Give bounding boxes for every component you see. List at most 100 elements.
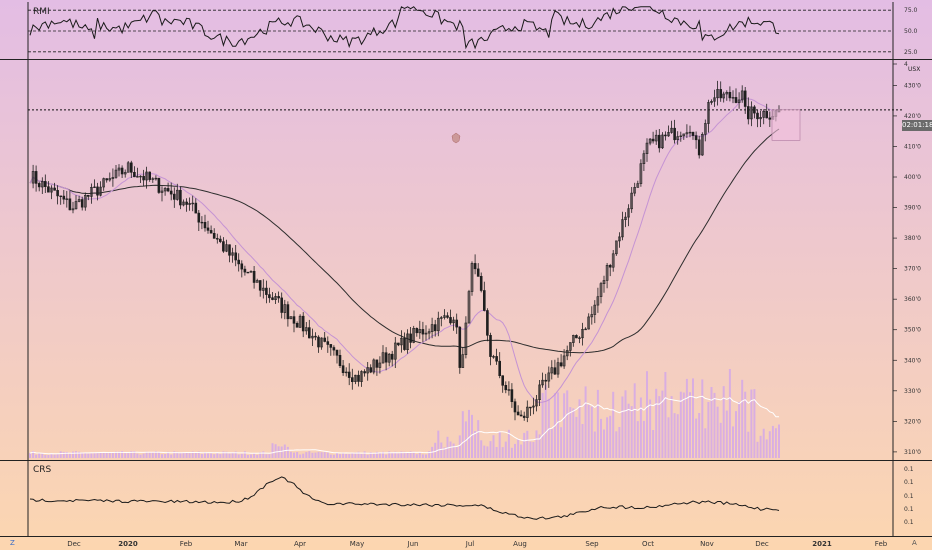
candle-body[interactable] — [323, 337, 327, 342]
candle-body[interactable] — [240, 263, 244, 270]
candle-body[interactable] — [354, 374, 357, 382]
candle-body[interactable] — [289, 316, 293, 320]
candle-body[interactable] — [188, 203, 191, 205]
candle-body[interactable] — [357, 374, 360, 382]
candle-body[interactable] — [630, 192, 634, 210]
candle-body[interactable] — [329, 344, 333, 348]
candle-body[interactable] — [575, 335, 578, 339]
candle-body[interactable] — [160, 190, 164, 193]
candle-body[interactable] — [645, 142, 649, 155]
candle-body[interactable] — [768, 117, 772, 120]
candle-body[interactable] — [452, 319, 455, 324]
candle-body[interactable] — [562, 355, 566, 367]
candle-body[interactable] — [541, 379, 544, 386]
candle-body[interactable] — [182, 201, 185, 206]
candle-body[interactable] — [166, 188, 170, 192]
candle-body[interactable] — [479, 275, 483, 291]
candle-body[interactable] — [268, 294, 271, 299]
candle-body[interactable] — [384, 352, 388, 363]
candle-body[interactable] — [87, 195, 90, 197]
auto-scale-button[interactable]: A — [912, 539, 917, 547]
candle-body[interactable] — [498, 360, 502, 377]
candle-body[interactable] — [648, 138, 652, 144]
candle-body[interactable] — [350, 377, 354, 383]
candle-body[interactable] — [642, 153, 646, 164]
candle-body[interactable] — [439, 317, 443, 319]
candle-body[interactable] — [667, 132, 670, 137]
candle-body[interactable] — [605, 264, 609, 281]
candle-body[interactable] — [212, 233, 216, 239]
candle-body[interactable] — [725, 92, 729, 95]
candle-body[interactable] — [449, 317, 452, 324]
candle-body[interactable] — [40, 181, 44, 188]
candle-body[interactable] — [661, 134, 664, 149]
candle-body[interactable] — [185, 201, 188, 205]
drawn-rectangle[interactable] — [771, 109, 801, 141]
candle-body[interactable] — [154, 177, 158, 180]
candle-body[interactable] — [261, 287, 265, 291]
candle-body[interactable] — [222, 241, 225, 252]
candle-body[interactable] — [157, 177, 161, 193]
candle-body[interactable] — [719, 89, 723, 99]
candle-body[interactable] — [621, 219, 624, 238]
candle-body[interactable] — [516, 411, 520, 416]
candle-body[interactable] — [206, 227, 210, 231]
candle-body[interactable] — [473, 263, 477, 270]
candle-body[interactable] — [105, 178, 108, 181]
candle-body[interactable] — [664, 134, 667, 137]
candle-body[interactable] — [148, 171, 151, 180]
candle-body[interactable] — [608, 264, 612, 268]
candle-body[interactable] — [234, 252, 237, 261]
candle-body[interactable] — [581, 328, 584, 339]
candle-body[interactable] — [255, 280, 259, 283]
candle-body[interactable] — [746, 106, 750, 120]
price-pane[interactable]: 4 430'0 420'0 410'0 400'0 390'0 380'0 370'0 360'… — [28, 61, 921, 458]
candle-body[interactable] — [120, 167, 124, 175]
candle-body[interactable] — [492, 356, 495, 358]
candle-body[interactable] — [596, 296, 600, 306]
candle-body[interactable] — [378, 362, 382, 368]
candle-body[interactable] — [433, 324, 437, 332]
candle-body[interactable] — [424, 332, 428, 335]
candle-body[interactable] — [332, 347, 336, 351]
candle-body[interactable] — [80, 199, 84, 208]
candle-body[interactable] — [126, 162, 130, 173]
candle-body[interactable] — [111, 177, 115, 179]
candle-body[interactable] — [470, 263, 474, 292]
candle-body[interactable] — [476, 268, 480, 277]
candle-body[interactable] — [123, 172, 127, 175]
crs-pane[interactable]: 0.1 0.1 0.1 0.1 0.1 — [29, 466, 914, 526]
candle-body[interactable] — [544, 379, 548, 382]
candle-body[interactable] — [320, 337, 323, 348]
candle-body[interactable] — [525, 406, 529, 418]
candle-body[interactable] — [286, 304, 290, 320]
candle-body[interactable] — [590, 314, 594, 318]
candle-body[interactable] — [633, 187, 637, 194]
candle-body[interactable] — [277, 296, 280, 299]
candle-body[interactable] — [145, 171, 148, 181]
candle-body[interactable] — [314, 335, 317, 338]
candle-body[interactable] — [271, 297, 274, 300]
candle-body[interactable] — [283, 304, 287, 313]
candle-body[interactable] — [722, 93, 726, 99]
candle-body[interactable] — [489, 334, 492, 357]
candle-body[interactable] — [169, 190, 173, 195]
candle-body[interactable] — [568, 342, 572, 351]
candle-body[interactable] — [400, 337, 403, 346]
candle-body[interactable] — [412, 327, 416, 343]
candle-body[interactable] — [750, 106, 753, 120]
candle-body[interactable] — [587, 316, 591, 330]
candle-body[interactable] — [694, 135, 698, 141]
candle-body[interactable] — [298, 315, 302, 328]
candle-body[interactable] — [556, 362, 560, 375]
candle-body[interactable] — [53, 187, 56, 191]
candle-body[interactable] — [139, 175, 142, 178]
candle-body[interactable] — [77, 199, 81, 202]
candle-body[interactable] — [326, 341, 330, 345]
candle-body[interactable] — [136, 176, 139, 178]
candle-body[interactable] — [347, 371, 351, 378]
candle-body[interactable] — [651, 138, 655, 142]
candle-body[interactable] — [697, 139, 701, 156]
candle-body[interactable] — [231, 252, 234, 256]
candle-body[interactable] — [397, 342, 400, 346]
